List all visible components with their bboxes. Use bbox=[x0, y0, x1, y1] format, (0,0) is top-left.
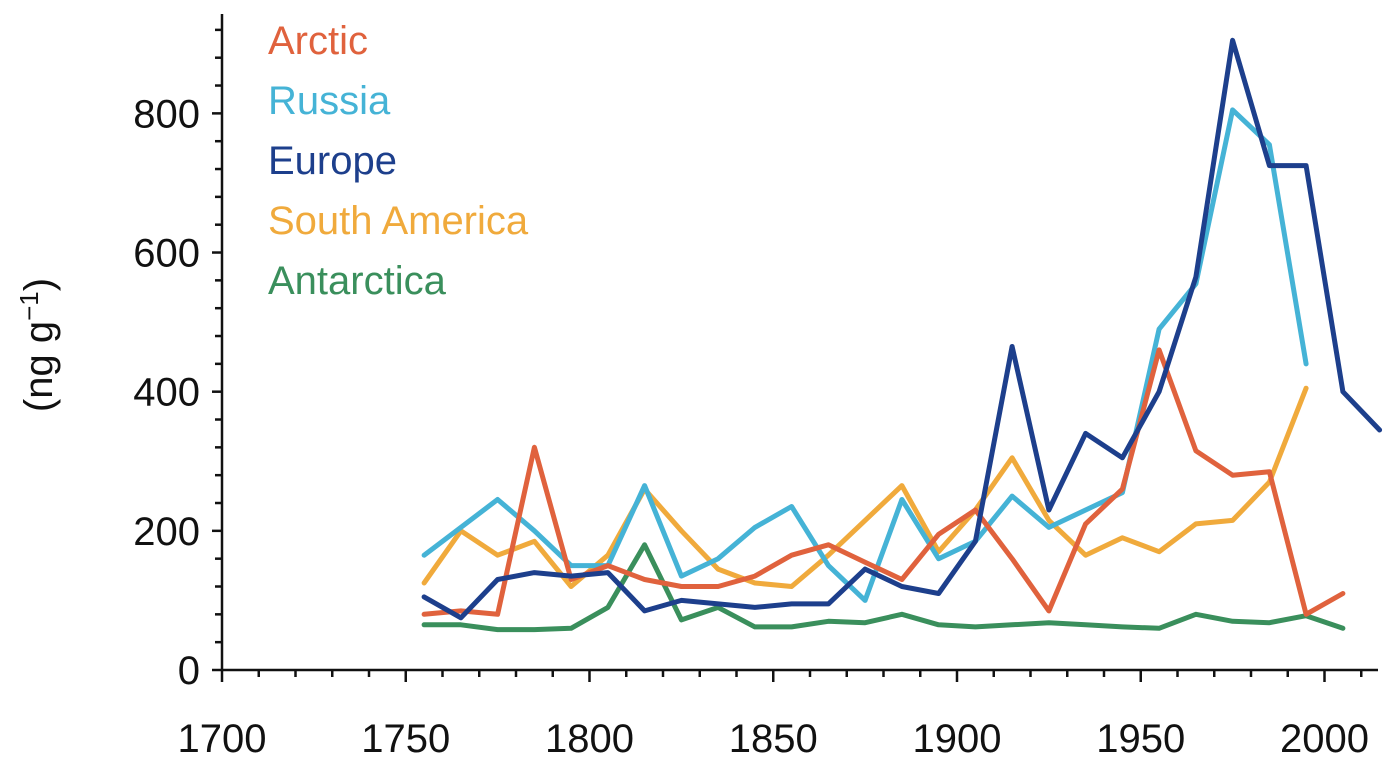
x-tick-label: 1950 bbox=[1096, 717, 1185, 760]
x-tick-label: 2000 bbox=[1280, 717, 1369, 760]
series-line-south-america bbox=[421, 385, 1309, 589]
y-ticks: 0 200 400 600 800 bbox=[133, 28, 222, 693]
y-axis-title-main: (ng g bbox=[17, 321, 61, 412]
x-tick-label: 1750 bbox=[361, 717, 450, 760]
series-line-russia bbox=[421, 107, 1309, 603]
x-tick-label: 1850 bbox=[729, 717, 818, 760]
legend-item-russia: Russia bbox=[268, 79, 391, 123]
y-axis-title-close: ) bbox=[17, 278, 61, 291]
series-layer bbox=[421, 37, 1383, 633]
y-axis-title-superscript: −1 bbox=[14, 291, 44, 321]
y-axis-title: (ng g−1) bbox=[14, 278, 61, 412]
y-tick-label: 0 bbox=[178, 649, 200, 693]
y-tick-label: 800 bbox=[133, 92, 200, 136]
legend-item-antarctica: Antarctica bbox=[268, 259, 447, 303]
legend-item-south-america: South America bbox=[268, 199, 529, 243]
x-tick-label: 1900 bbox=[913, 717, 1002, 760]
series-line-antarctica bbox=[421, 542, 1346, 633]
y-tick-label: 200 bbox=[133, 510, 200, 554]
legend-item-europe: Europe bbox=[268, 139, 397, 183]
series-line-europe bbox=[421, 37, 1383, 621]
x-ticks: 1700 1750 1800 1850 1900 1950 2000 bbox=[178, 670, 1369, 760]
legend: Arctic Russia Europe South America Antarctic… bbox=[268, 19, 529, 303]
y-tick-label: 400 bbox=[133, 371, 200, 415]
axes: 0 200 400 600 800 1700 1750 1800 1850 1900 1950 20… bbox=[133, 14, 1378, 760]
x-tick-label: 1800 bbox=[545, 717, 634, 760]
y-tick-label: 600 bbox=[133, 232, 200, 276]
x-tick-label: 1700 bbox=[178, 717, 267, 760]
legend-item-arctic: Arctic bbox=[268, 19, 368, 63]
